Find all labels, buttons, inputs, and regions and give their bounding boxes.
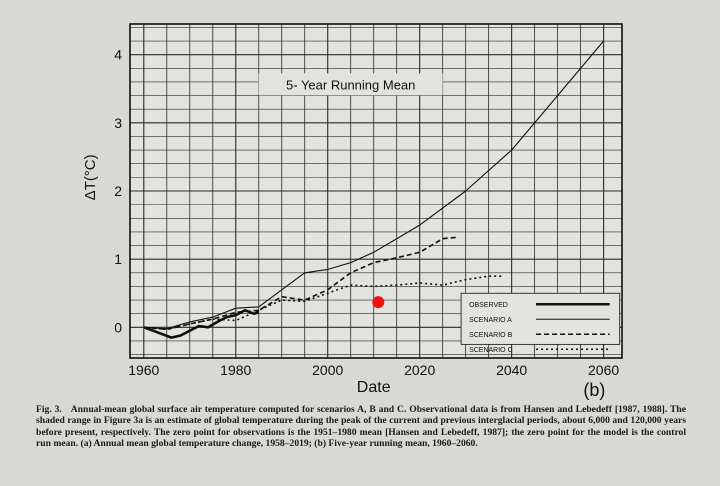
x-tick-label: 1960 [128,362,159,378]
y-tick-label: 3 [114,115,122,131]
legend-label: OBSERVED [469,302,508,309]
y-axis-label: ΔT(°C) [82,154,99,200]
title-background [258,73,443,96]
figure-caption: Fig. 3. Annual-mean global surface air t… [36,404,686,450]
legend-label: SCENARIO A [469,317,512,324]
caption-fig-label: Fig. 3. [36,404,62,415]
x-tick-label: 2020 [404,362,435,378]
y-tick-label: 1 [114,251,122,267]
chart: 5- Year Running Mean 1960 1980 2000 2020 2040… [82,23,623,400]
x-tick-label: 2040 [496,362,527,378]
panel-label: (b) [583,380,605,400]
x-tick-label: 1980 [220,362,251,378]
x-tick-label: 2060 [588,362,619,378]
caption-text: Annual-mean global surface air temperatu… [36,404,686,450]
y-tick-label: 2 [114,183,122,199]
x-axis-label: Date [357,379,391,396]
legend-label: SCENARIO B [469,332,513,339]
x-tick-label: 2000 [312,362,343,378]
series-scenario-c [143,275,503,331]
series-observed [143,308,260,339]
y-tick-label: 4 [114,47,122,63]
chart-title: 5- Year Running Mean [286,77,415,92]
y-tick-label: 0 [114,319,122,335]
plot-frame [129,23,623,359]
legend-label: SCENARIO C [469,347,513,354]
red-marker [372,296,385,309]
series-scenario-a [143,40,605,330]
